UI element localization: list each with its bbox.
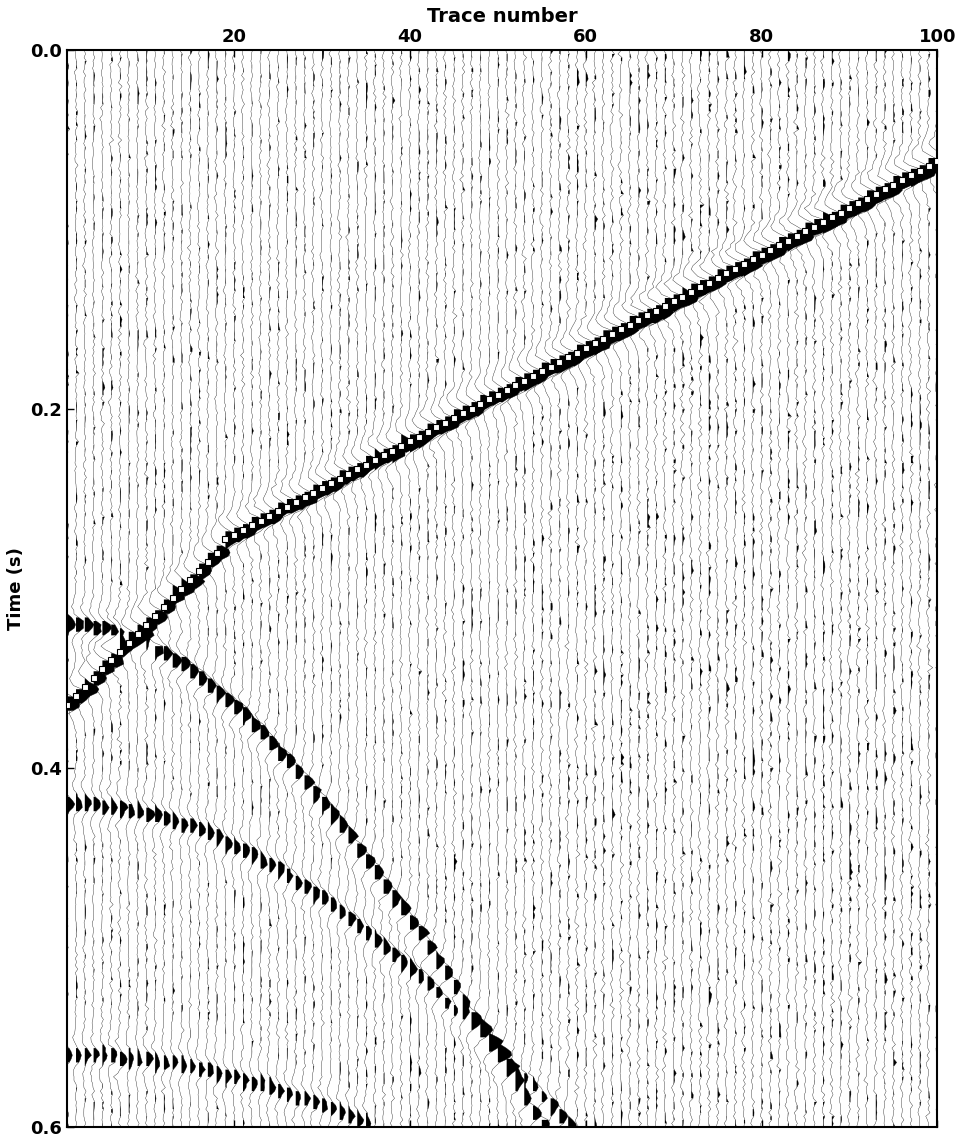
X-axis label: Trace number: Trace number [427, 7, 578, 26]
Y-axis label: Time (s): Time (s) [7, 547, 25, 630]
